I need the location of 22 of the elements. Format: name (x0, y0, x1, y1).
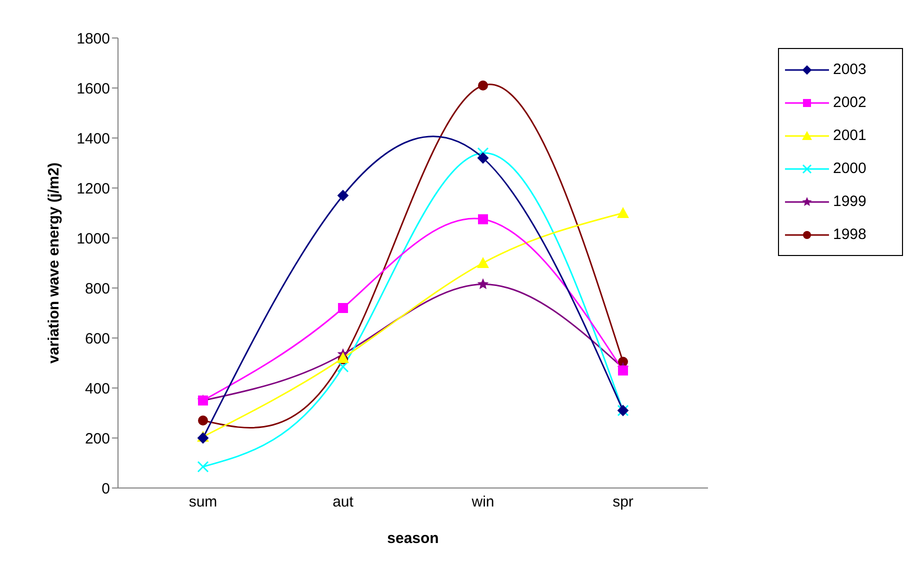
y-tick-label: 800 (84, 280, 110, 298)
y-tick-label: 1200 (76, 180, 110, 198)
legend-label: 1999 (833, 193, 866, 210)
legend-label: 2002 (833, 94, 866, 111)
x-tick-label: aut (332, 494, 354, 511)
y-axis-title: variation wave energy (j/m2) (45, 162, 62, 364)
x-tick-label: sum (188, 494, 218, 511)
legend-label: 2003 (833, 61, 866, 78)
y-tick-label: 400 (84, 380, 110, 398)
y-tick-label: 0 (102, 480, 110, 498)
y-tick-label: 1400 (76, 130, 110, 148)
legend-label: 2000 (833, 160, 866, 177)
y-tick-label: 600 (84, 330, 110, 348)
x-axis-title: season (387, 530, 439, 547)
legend-label: 1998 (833, 226, 866, 243)
y-tick-label: 200 (84, 430, 110, 448)
y-tick-label: 1000 (76, 230, 110, 248)
legend-label: 2001 (833, 127, 866, 144)
y-tick-label: 1800 (76, 30, 110, 48)
x-tick-label: win (470, 494, 494, 511)
y-tick-label: 1600 (76, 80, 110, 98)
x-tick-label: spr (612, 494, 634, 511)
